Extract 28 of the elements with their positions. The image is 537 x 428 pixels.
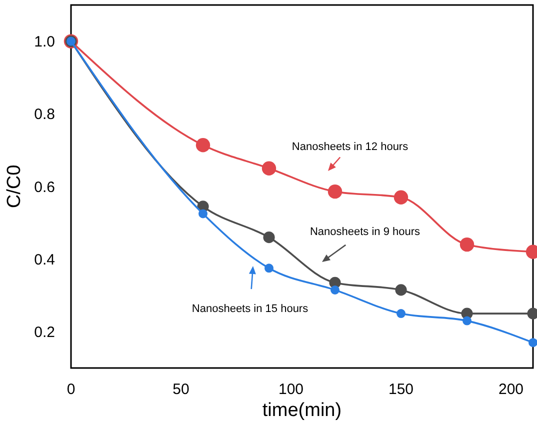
point: [460, 237, 474, 252]
point: [394, 190, 408, 204]
point: [264, 264, 274, 273]
point: [330, 285, 340, 294]
y-tick-label: 0.2: [34, 324, 55, 341]
annotation: Nanosheets in 12 hours: [292, 140, 409, 153]
annotation: Nanosheets in 15 hours: [192, 302, 309, 315]
point: [262, 161, 276, 176]
annotation: Nanosheets in 9 hours: [310, 226, 421, 238]
point: [198, 209, 208, 218]
y-tick-label: 0.8: [34, 106, 55, 124]
point: [263, 232, 275, 244]
y-tick-label: 0.4: [34, 251, 55, 268]
point: [528, 338, 537, 348]
x-tick-label: 0: [66, 381, 76, 398]
x-tick-label: 200: [498, 381, 524, 398]
y-axis-title: C/C0: [4, 164, 25, 208]
y-tick-label: 0.6: [34, 178, 55, 196]
x-axis-title: time(min): [262, 400, 342, 421]
x-tick-label: 50: [172, 381, 190, 398]
point: [396, 309, 406, 318]
x-tick-label: 100: [278, 381, 304, 398]
x-tick-label: 150: [388, 381, 414, 398]
y-tick-label: 1.0: [34, 34, 55, 51]
point: [395, 284, 407, 296]
point: [328, 184, 342, 199]
point: [196, 138, 210, 152]
point: [462, 316, 472, 326]
